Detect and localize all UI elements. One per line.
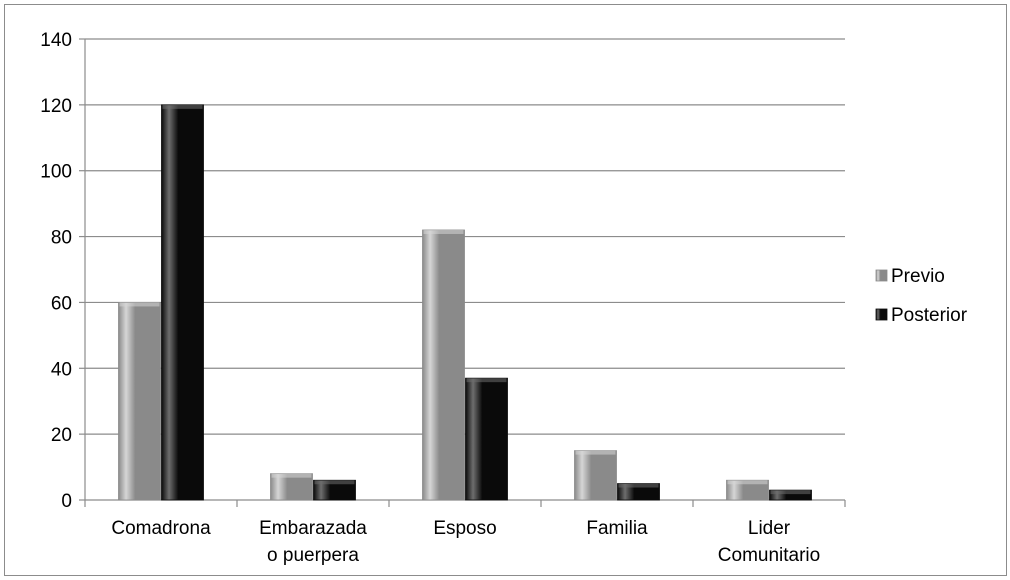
x-category-label: Esposo <box>433 518 496 539</box>
bar-previo-1 <box>270 473 313 501</box>
bar-cap-posterior-3 <box>618 483 659 488</box>
bar-previo-2 <box>422 229 465 501</box>
y-tick-label: 80 <box>51 228 72 249</box>
bar-previo-3 <box>574 450 617 501</box>
y-tick-label: 0 <box>61 491 72 512</box>
x-category-label: Lider <box>748 518 791 539</box>
bar-cap-previo-3 <box>575 450 616 455</box>
x-category-label: Embarazada <box>259 518 367 539</box>
y-tick-label: 140 <box>40 30 72 51</box>
bar-cap-previo-0 <box>119 302 160 307</box>
legend-label-previo: Previo <box>891 266 945 287</box>
bar-cap-posterior-4 <box>770 490 811 495</box>
bar-previo-0 <box>118 302 161 501</box>
bar-cap-previo-4 <box>727 480 768 485</box>
y-tick-label: 40 <box>51 359 72 380</box>
x-category-label: o puerpera <box>267 545 359 566</box>
legend-swatch-previo <box>875 269 888 282</box>
y-tick-label: 60 <box>51 293 72 314</box>
bar-cap-posterior-2 <box>466 378 507 383</box>
y-tick-label: 100 <box>40 162 72 183</box>
y-tick-label: 20 <box>51 425 72 446</box>
bar-cap-posterior-1 <box>314 480 355 485</box>
x-category-label: Comadrona <box>111 518 211 539</box>
legend-swatch-posterior <box>875 308 888 321</box>
bar-cap-previo-1 <box>271 473 312 478</box>
bar-posterior-0 <box>161 104 204 501</box>
legend-label-posterior: Posterior <box>891 305 968 326</box>
bar-cap-posterior-0 <box>162 104 203 109</box>
bar-cap-previo-2 <box>423 229 464 234</box>
x-category-label: Comunitario <box>718 545 820 566</box>
y-tick-label: 120 <box>40 96 72 117</box>
x-category-label: Familia <box>586 518 648 539</box>
bar-posterior-2 <box>465 377 508 501</box>
